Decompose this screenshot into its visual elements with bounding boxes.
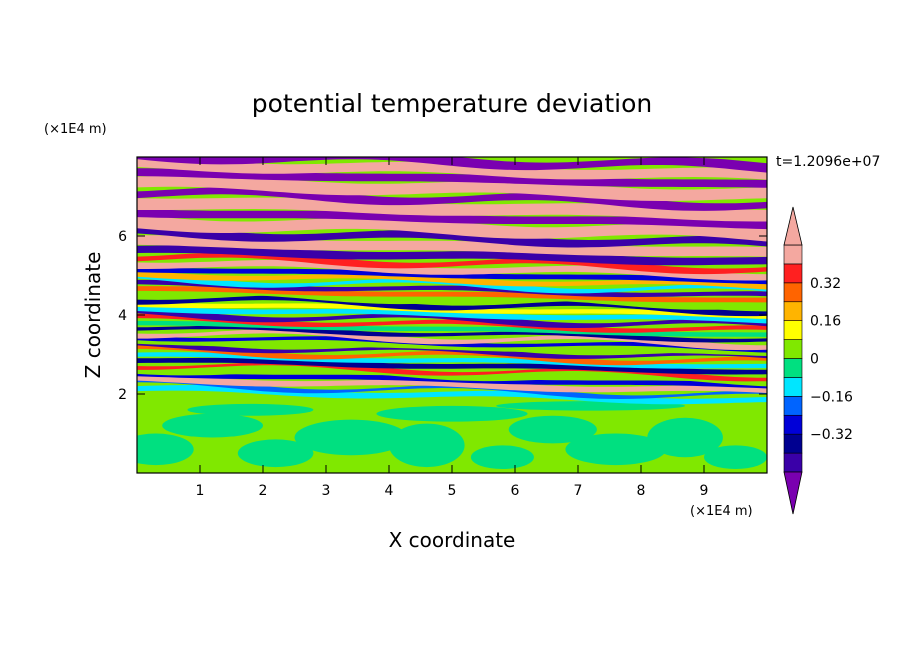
field-band [137, 208, 767, 230]
heatmap-field [137, 157, 767, 473]
x-tick-label: 6 [511, 483, 520, 499]
colorbar-segment [783, 301, 803, 321]
colorbar-extend-bottom [783, 471, 803, 515]
field-band [137, 338, 767, 356]
field-blob [704, 445, 767, 470]
y-tick-label: 4 [118, 308, 127, 324]
colorbar-tick-label: 0.32 [810, 276, 841, 292]
chart-title: potential temperature deviation [252, 89, 652, 118]
field-blob [470, 445, 534, 470]
field-blob [237, 439, 314, 468]
x-tick-label: 5 [448, 483, 457, 499]
field-band [137, 305, 767, 324]
x-tick-label: 8 [637, 483, 646, 499]
x-tick-label: 9 [700, 483, 709, 499]
colorbar-segment [783, 263, 803, 284]
field-band [137, 290, 767, 310]
colorbar-tick-label: −0.32 [810, 427, 853, 443]
x-tick-label: 2 [259, 483, 268, 499]
field-band [137, 215, 767, 242]
x-unit-label: (×1E4 m) [690, 504, 753, 519]
x-tick-label: 3 [322, 483, 331, 499]
field-blob [376, 405, 528, 422]
colorbar-segment [783, 244, 803, 265]
field-band [137, 313, 767, 333]
colorbar-segment [783, 339, 803, 359]
field-band [137, 175, 767, 201]
field-blob [187, 403, 314, 416]
x-axis: 1 2 3 4 5 6 7 8 9 [196, 157, 709, 499]
field-band [137, 374, 767, 393]
field-band [137, 307, 767, 328]
colorbar-segment [783, 452, 803, 473]
colorbar-segment [783, 414, 803, 435]
field-band [137, 295, 767, 317]
field-band [137, 266, 767, 285]
field-band [137, 279, 767, 298]
colorbar-segment [783, 433, 803, 454]
field-blob [508, 415, 597, 444]
x-tick-label: 7 [574, 483, 583, 499]
field-blob [389, 423, 465, 468]
field-blob [294, 419, 408, 456]
y-tick-label: 2 [118, 387, 127, 403]
field-band [137, 197, 767, 222]
field-band [137, 366, 767, 387]
x-tick-label: 4 [385, 483, 394, 499]
colorbar-tick-label: −0.16 [810, 389, 853, 405]
time-label: t=1.2096e+07 [776, 154, 880, 170]
colorbar-extend-top [783, 206, 803, 246]
colorbar-tick-label: 0.16 [810, 314, 841, 330]
field-blob [162, 413, 263, 438]
colorbar-segment [783, 377, 803, 397]
field-band [137, 328, 767, 351]
y-axis-label: Z coordinate [81, 252, 105, 379]
field-blob [565, 433, 667, 466]
field-blob [647, 417, 723, 458]
field-band [137, 325, 767, 343]
field-band [137, 224, 767, 248]
field-band [137, 259, 767, 281]
colorbar-tick-label: 0 [810, 352, 819, 368]
colorbar-segment [783, 396, 803, 416]
x-tick-label: 1 [196, 483, 205, 499]
field-band [137, 357, 767, 375]
field-band [137, 270, 767, 290]
y-axis: 2 4 6 [118, 229, 767, 403]
field-band [137, 157, 767, 180]
field-band [137, 245, 767, 266]
x-axis-label: X coordinate [389, 528, 516, 552]
field-blob [137, 433, 194, 466]
colorbar-segment [783, 320, 803, 340]
y-unit-label: (×1E4 m) [44, 122, 107, 137]
colorbar: 0.32 0.16 0 −0.16 −0.32 [783, 206, 853, 515]
colorbar-segment [783, 358, 803, 378]
colorbar-segment [783, 282, 803, 303]
y-tick-label: 6 [118, 229, 127, 245]
